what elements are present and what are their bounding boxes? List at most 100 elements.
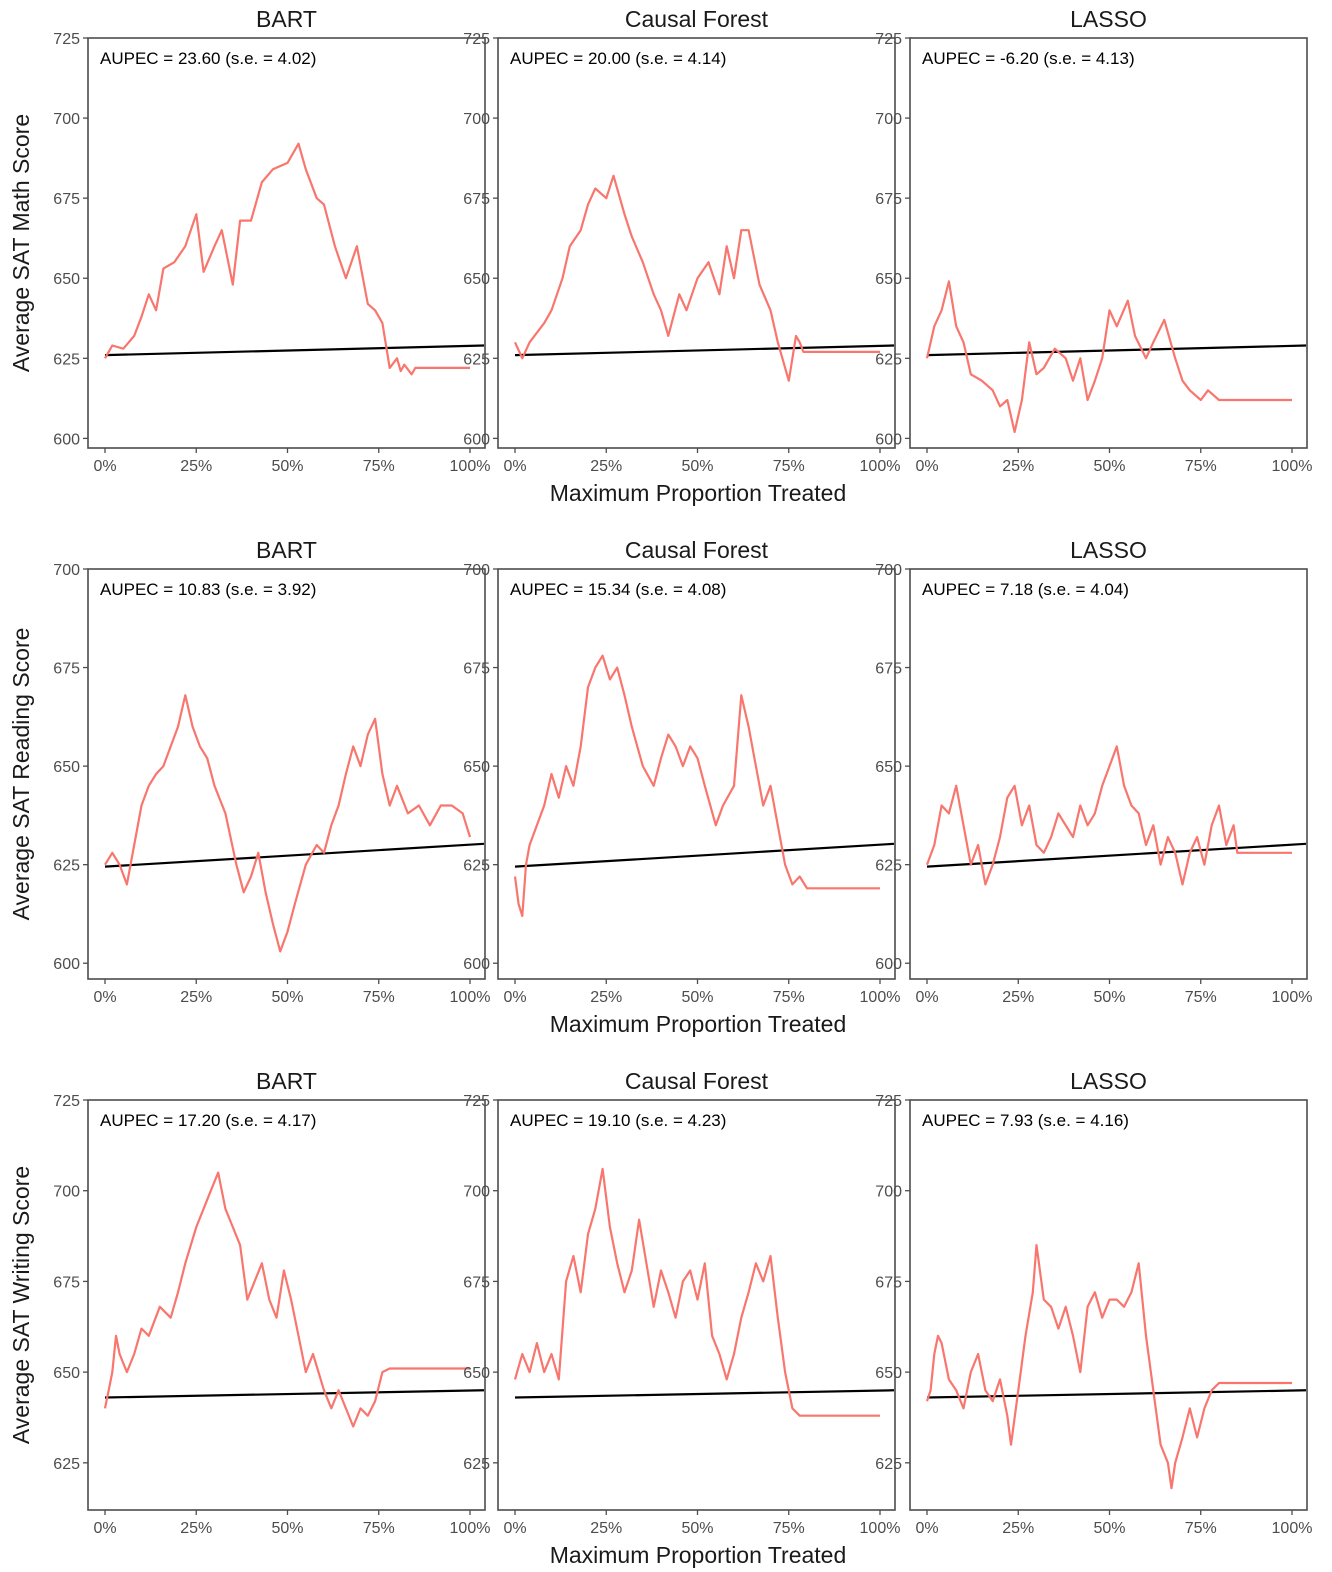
y-tick-label: 675: [875, 1274, 902, 1291]
y-tick-label: 700: [463, 111, 490, 128]
aupec-curve: [513, 1167, 880, 1417]
y-tick-label: 650: [463, 271, 490, 288]
panel-0-2: LASSO 600 625 650 675 700 725 0% 25% 50% 75% 100% AU…: [875, 6, 1312, 475]
baseline-line: [104, 344, 484, 357]
facet-grid: BART 600 625 650 675 700 725 0% 25% 50% 75% 100% AUP…: [8, 6, 1312, 1568]
plot-area: [925, 280, 1306, 434]
panel-border: [497, 1099, 896, 1511]
panel-1-2: LASSO 600 625 650 675 700 0% 25% 50% 75% 100% AUPEC…: [875, 537, 1312, 1006]
x-tick-label: 100%: [860, 989, 901, 1006]
panel-title: BART: [256, 6, 317, 32]
aupec-curve: [925, 1244, 1292, 1490]
plot-area: [103, 1171, 484, 1428]
y-tick-label: 700: [53, 111, 80, 128]
y-tick-label: 625: [53, 351, 80, 368]
panel-title: Causal Forest: [625, 537, 769, 563]
y-tick-label: 650: [875, 271, 902, 288]
aupec-annotation: AUPEC = 7.18 (s.e. = 4.04): [922, 580, 1129, 599]
y-tick-label: 725: [463, 1093, 490, 1110]
x-tick-label: 25%: [180, 989, 212, 1006]
baseline-line: [514, 1389, 894, 1399]
x-tick-label: 0%: [93, 1520, 116, 1537]
panel-1-1: Causal Forest 600 625 650 675 700 0% 25% 50% 75% 1…: [463, 537, 900, 1037]
plot-area: [104, 142, 484, 376]
aupec-annotation: AUPEC = 15.34 (s.e. = 4.08): [510, 580, 726, 599]
baseline-line: [514, 344, 894, 357]
y-tick-label: 625: [53, 858, 80, 875]
x-tick-label: 100%: [450, 458, 491, 475]
x-tick-label: 50%: [1093, 458, 1125, 475]
y-tick-label: 675: [463, 191, 490, 208]
panel-border: [87, 568, 486, 980]
x-axis-title: Maximum Proportion Treated: [550, 480, 847, 506]
x-tick-label: 0%: [915, 458, 938, 475]
x-tick-label: 50%: [681, 458, 713, 475]
x-tick-label: 100%: [1272, 989, 1313, 1006]
y-tick-label: 675: [463, 661, 490, 678]
y-tick-label: 700: [53, 562, 80, 579]
y-tick-label: 650: [463, 759, 490, 776]
panel-title: LASSO: [1070, 6, 1147, 32]
y-tick-label: 600: [463, 956, 490, 973]
plot-area: [104, 694, 484, 953]
plot-area: [513, 654, 894, 917]
aupec-curve: [925, 280, 1292, 434]
x-tick-label: 25%: [590, 458, 622, 475]
x-tick-label: 100%: [860, 1520, 901, 1537]
plot-area: [925, 745, 1306, 886]
x-tick-label: 100%: [860, 458, 901, 475]
x-tick-label: 100%: [450, 989, 491, 1006]
aupec-curve: [104, 694, 472, 953]
y-tick-label: 625: [463, 858, 490, 875]
aupec-curve: [103, 1171, 470, 1428]
aupec-annotation: AUPEC = 23.60 (s.e. = 4.02): [100, 49, 316, 68]
x-tick-label: 75%: [773, 458, 805, 475]
x-tick-label: 75%: [773, 1520, 805, 1537]
y-tick-label: 650: [463, 1365, 490, 1382]
panel-border: [497, 568, 896, 980]
aupec-annotation: AUPEC = 7.93 (s.e. = 4.16): [922, 1111, 1129, 1130]
x-tick-label: 75%: [1185, 1520, 1217, 1537]
x-tick-label: 25%: [180, 458, 212, 475]
aupec-annotation: AUPEC = 19.10 (s.e. = 4.23): [510, 1111, 726, 1130]
x-tick-label: 0%: [915, 1520, 938, 1537]
plot-area: [513, 1167, 894, 1417]
x-tick-label: 25%: [590, 989, 622, 1006]
x-tick-label: 25%: [1002, 1520, 1034, 1537]
x-axis-title: Maximum Proportion Treated: [550, 1011, 847, 1037]
y-tick-label: 600: [875, 431, 902, 448]
y-tick-label: 600: [53, 431, 80, 448]
y-tick-label: 700: [53, 1184, 80, 1201]
aupec-curve: [513, 654, 880, 917]
x-tick-label: 25%: [1002, 458, 1034, 475]
x-tick-label: 0%: [93, 458, 116, 475]
y-tick-label: 625: [875, 858, 902, 875]
y-tick-label: 600: [875, 956, 902, 973]
aupec-curve: [513, 174, 880, 382]
panel-border: [497, 37, 896, 449]
x-tick-label: 50%: [1093, 989, 1125, 1006]
x-tick-label: 0%: [915, 989, 938, 1006]
y-tick-label: 675: [875, 191, 902, 208]
y-axis-title: Average SAT Math Score: [8, 114, 34, 372]
aupec-curve: [925, 745, 1292, 886]
aupec-curve: [104, 142, 470, 376]
x-tick-label: 100%: [1272, 458, 1313, 475]
y-tick-label: 725: [463, 31, 490, 48]
x-tick-label: 25%: [1002, 989, 1034, 1006]
x-tick-label: 75%: [1185, 458, 1217, 475]
y-tick-label: 700: [463, 562, 490, 579]
x-tick-label: 100%: [1272, 1520, 1313, 1537]
panel-border: [87, 1099, 486, 1511]
y-tick-label: 725: [875, 1093, 902, 1110]
x-tick-label: 75%: [1185, 989, 1217, 1006]
baseline-line: [926, 344, 1306, 357]
x-tick-label: 100%: [450, 1520, 491, 1537]
panel-title: LASSO: [1070, 1068, 1147, 1094]
x-tick-label: 50%: [271, 458, 303, 475]
baseline-line: [104, 842, 484, 868]
panel-title: Causal Forest: [625, 1068, 769, 1094]
y-tick-label: 675: [53, 1274, 80, 1291]
x-axis-title: Maximum Proportion Treated: [550, 1542, 847, 1568]
aupec-annotation: AUPEC = 20.00 (s.e. = 4.14): [510, 49, 726, 68]
